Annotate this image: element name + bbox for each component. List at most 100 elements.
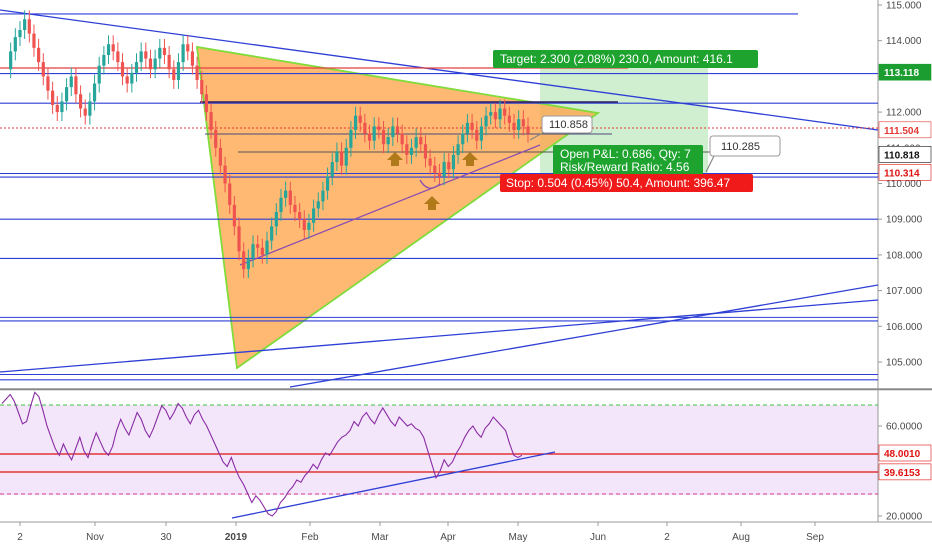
candle[interactable] — [479, 126, 483, 141]
candle[interactable] — [130, 72, 134, 84]
candle[interactable] — [349, 129, 353, 148]
candle[interactable] — [158, 47, 162, 59]
candle[interactable] — [321, 190, 325, 202]
candle[interactable] — [493, 112, 497, 120]
candle[interactable] — [484, 115, 488, 127]
price-callout-1[interactable]: 110.858 — [529, 115, 593, 141]
candle[interactable] — [92, 83, 97, 102]
candle[interactable] — [339, 151, 344, 166]
candle[interactable] — [265, 240, 269, 255]
candle[interactable] — [391, 126, 395, 138]
candle[interactable] — [111, 44, 115, 52]
candle[interactable] — [172, 69, 176, 80]
candle[interactable] — [419, 137, 423, 145]
candle[interactable] — [279, 197, 283, 213]
candle[interactable] — [223, 165, 227, 184]
target-label[interactable]: Target: 2.300 (2.08%) 230.0, Amount: 416… — [493, 50, 758, 68]
candle[interactable] — [363, 122, 367, 134]
candle[interactable] — [423, 144, 428, 159]
candle[interactable] — [134, 62, 139, 73]
time-axis[interactable]: 2 Nov 30 2019 Feb Mar Apr May Jun 2 Aug Sep — [17, 522, 824, 543]
price-callout-2[interactable]: 110.285 — [705, 135, 781, 173]
candle[interactable] — [274, 212, 278, 227]
candle[interactable] — [13, 37, 17, 52]
candle[interactable] — [37, 47, 41, 63]
candle[interactable] — [153, 58, 157, 70]
candle[interactable] — [209, 112, 213, 130]
candle[interactable] — [186, 44, 190, 52]
candle[interactable] — [330, 162, 334, 177]
candle[interactable] — [23, 19, 27, 30]
candle[interactable] — [302, 219, 306, 230]
candle[interactable] — [55, 104, 59, 113]
candle[interactable] — [144, 51, 148, 59]
candle[interactable] — [74, 76, 78, 95]
rsi-axis[interactable]: 60.0000 20.0000 — [878, 422, 923, 523]
candle[interactable] — [246, 258, 250, 270]
candle[interactable] — [162, 47, 167, 55]
candle[interactable] — [442, 162, 446, 177]
candle[interactable] — [83, 108, 87, 116]
up-arrow-icon[interactable] — [387, 152, 403, 166]
candle[interactable] — [433, 165, 437, 173]
candle[interactable] — [139, 51, 143, 63]
candle[interactable] — [344, 147, 348, 166]
candle[interactable] — [32, 33, 36, 48]
candle[interactable] — [195, 65, 199, 80]
candle[interactable] — [367, 133, 372, 141]
candle[interactable] — [232, 204, 236, 227]
candle[interactable] — [148, 58, 153, 70]
candle[interactable] — [447, 162, 451, 170]
candle[interactable] — [204, 94, 209, 113]
candle[interactable] — [181, 44, 185, 63]
candle[interactable] — [358, 115, 362, 123]
candle[interactable] — [78, 94, 83, 109]
candle[interactable] — [316, 201, 320, 209]
candle[interactable] — [400, 133, 404, 145]
resistance-trendline[interactable] — [0, 9, 879, 131]
rsi-trendline[interactable] — [231, 451, 556, 519]
candle[interactable] — [307, 222, 311, 230]
candle[interactable] — [372, 126, 376, 141]
candle[interactable] — [106, 44, 111, 55]
candle[interactable] — [405, 144, 409, 155]
candle[interactable] — [503, 108, 507, 116]
candle[interactable] — [102, 54, 106, 66]
candle[interactable] — [60, 101, 64, 113]
candle[interactable] — [51, 90, 55, 105]
support-trendline-2[interactable] — [289, 284, 879, 388]
candle[interactable] — [517, 119, 521, 130]
support-trendline-1[interactable] — [0, 299, 879, 373]
candle[interactable] — [312, 208, 316, 223]
candle[interactable] — [218, 147, 222, 166]
candle[interactable] — [489, 112, 493, 116]
candle[interactable] — [125, 76, 129, 84]
drawings-layer[interactable]: Target: 2.300 (2.08%) 230.0, Amount: 416… — [0, 9, 879, 388]
candle[interactable] — [428, 158, 432, 166]
candle[interactable] — [512, 122, 516, 130]
position-label[interactable]: Open P&L: 0.686, Qty: 7 Risk/Reward Rati… — [553, 145, 703, 175]
candle[interactable] — [414, 137, 418, 148]
candle[interactable] — [288, 190, 292, 205]
candle[interactable] — [335, 151, 339, 163]
candles[interactable] — [9, 10, 530, 279]
candle[interactable] — [498, 108, 502, 120]
candle[interactable] — [465, 122, 470, 134]
candle[interactable] — [507, 115, 511, 123]
candle[interactable] — [190, 51, 195, 66]
candle[interactable] — [353, 115, 358, 130]
candle[interactable] — [386, 137, 390, 145]
candle[interactable] — [381, 129, 386, 145]
candle[interactable] — [256, 244, 260, 248]
candle[interactable] — [456, 144, 460, 155]
up-arrow-icon[interactable] — [462, 152, 478, 166]
candle[interactable] — [27, 19, 31, 34]
up-arrow-icon[interactable] — [424, 196, 440, 210]
candle[interactable] — [395, 126, 400, 134]
candle[interactable] — [251, 244, 255, 259]
candle[interactable] — [237, 226, 241, 252]
candle[interactable] — [526, 126, 530, 134]
candle[interactable] — [293, 204, 297, 213]
candle[interactable] — [377, 126, 381, 130]
candle[interactable] — [451, 154, 456, 170]
